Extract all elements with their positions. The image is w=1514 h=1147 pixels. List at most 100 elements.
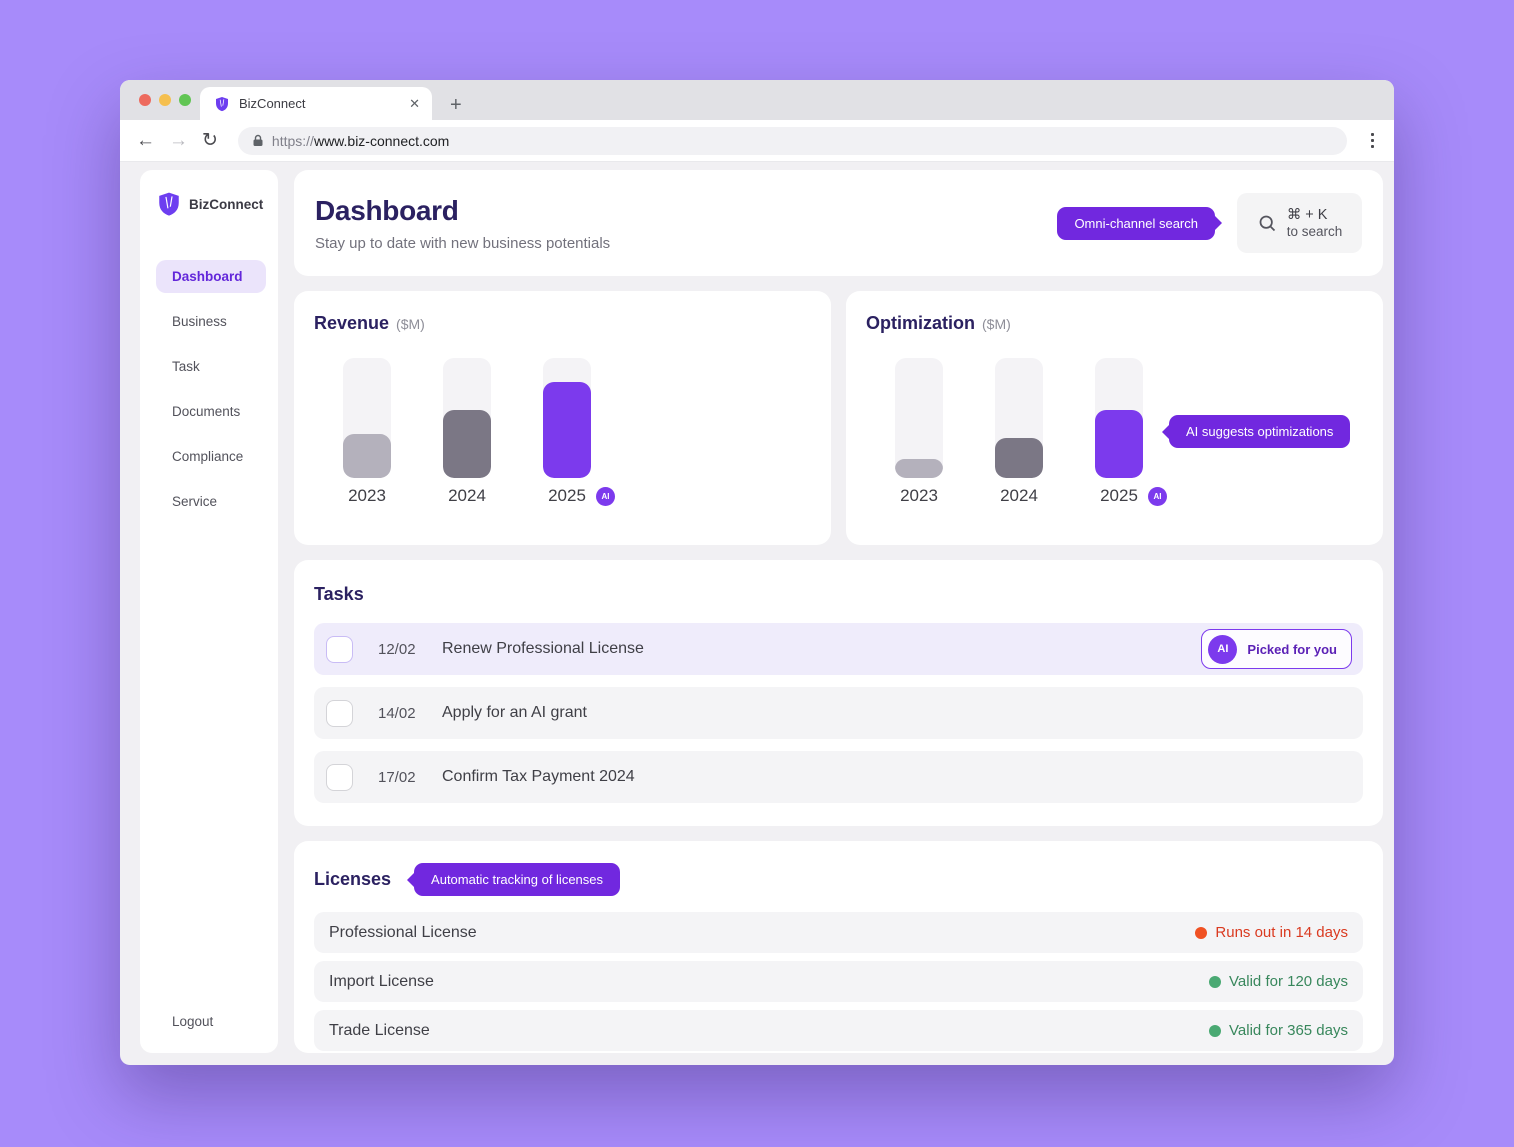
search-hint: to search bbox=[1286, 224, 1343, 239]
search-button[interactable]: ⌘ + K to search bbox=[1237, 193, 1362, 253]
license-status: Valid for 365 days bbox=[1209, 1022, 1348, 1039]
optimization-bar-2023: 2023 bbox=[895, 358, 943, 506]
browser-menu-icon[interactable] bbox=[1367, 129, 1378, 152]
task-row: 14/02 Apply for an AI grant bbox=[314, 687, 1363, 739]
search-shortcut-text: ⌘ + K to search bbox=[1287, 207, 1343, 239]
revenue-bar-2025: 2025 AI bbox=[543, 358, 615, 506]
window-minimize-button[interactable] bbox=[159, 94, 171, 106]
browser-navbar: ← → ↻ https://www.biz-connect.com bbox=[120, 120, 1394, 162]
licenses-title: Licenses bbox=[314, 869, 392, 889]
window-maximize-button[interactable] bbox=[179, 94, 191, 106]
license-status-text: Runs out in 14 days bbox=[1215, 924, 1348, 941]
task-title: Confirm Tax Payment 2024 bbox=[442, 768, 635, 785]
optimization-bar-fill-2023 bbox=[895, 458, 943, 478]
browser-window: BizConnect ✕ + ← → ↻ https://www.biz-con… bbox=[120, 80, 1394, 1065]
page-header-text: Dashboard Stay up to date with new busin… bbox=[315, 195, 610, 252]
revenue-bar-2023: 2023 bbox=[343, 358, 391, 506]
licenses-tooltip: Automatic tracking of licenses bbox=[414, 863, 621, 896]
sidebar: BizConnect Dashboard Business Task Docum… bbox=[140, 170, 278, 1053]
brand: BizConnect bbox=[156, 190, 266, 218]
optimization-title-row: Optimization ($M) bbox=[866, 313, 1363, 334]
page-header-card: Dashboard Stay up to date with new busin… bbox=[294, 170, 1383, 276]
lock-icon bbox=[253, 134, 263, 146]
url-host: www.biz-connect.com bbox=[313, 132, 450, 149]
task-date: 12/02 bbox=[378, 640, 416, 658]
status-dot-icon bbox=[1209, 1024, 1222, 1037]
revenue-title-row: Revenue ($M) bbox=[314, 313, 811, 334]
revenue-bars: 2023 2024 2025 AI bbox=[343, 358, 811, 506]
tab-title: BizConnect bbox=[239, 96, 306, 111]
revenue-title: Revenue bbox=[314, 313, 390, 333]
revenue-bar-label-2025: 2025 AI bbox=[543, 486, 615, 506]
revenue-bar-fill-2025 bbox=[543, 382, 591, 478]
picked-for-you-badge[interactable]: AI Picked for you bbox=[1201, 629, 1352, 669]
search-shortcut: ⌘ + K bbox=[1286, 207, 1328, 223]
page-subtitle: Stay up to date with new business potent… bbox=[315, 234, 611, 252]
task-checkbox[interactable] bbox=[326, 635, 353, 663]
ai-badge-icon: AI bbox=[596, 487, 615, 506]
brand-name: BizConnect bbox=[189, 196, 264, 212]
sidebar-item-compliance[interactable]: Compliance bbox=[172, 449, 244, 464]
task-title: Apply for an AI grant bbox=[442, 704, 587, 721]
tab-close-icon[interactable]: ✕ bbox=[409, 95, 420, 111]
task-date: 14/02 bbox=[378, 704, 416, 722]
optimization-card: Optimization ($M) 2023 2024 bbox=[846, 291, 1383, 545]
browser-titlebar: BizConnect ✕ + bbox=[120, 80, 1394, 120]
optimization-bar-label-2024: 2024 bbox=[1000, 486, 1038, 505]
revenue-bar-2024: 2024 bbox=[443, 358, 491, 506]
optimization-bar-label-2023: 2023 bbox=[900, 486, 938, 505]
status-dot-icon bbox=[1195, 926, 1208, 939]
license-list: Professional License Runs out in 14 days… bbox=[314, 912, 1363, 1051]
search-tooltip: Omni-channel search bbox=[1057, 206, 1215, 240]
main-column: Dashboard Stay up to date with new busin… bbox=[294, 170, 1383, 1053]
window-close-button[interactable] bbox=[139, 94, 151, 106]
brand-shield-icon bbox=[159, 192, 179, 216]
sidebar-item-task[interactable]: Task bbox=[172, 359, 200, 374]
tasks-card: Tasks 12/02 Renew Professional License A… bbox=[294, 560, 1383, 826]
sidebar-item-documents[interactable]: Documents bbox=[172, 404, 241, 419]
reload-icon[interactable]: ↻ bbox=[202, 130, 218, 151]
status-dot-icon bbox=[1209, 975, 1222, 988]
license-name: Professional License bbox=[329, 923, 477, 941]
license-status-text: Valid for 120 days bbox=[1229, 973, 1348, 990]
revenue-bar-fill-2023 bbox=[343, 433, 391, 478]
optimization-tooltip: AI suggests optimizations bbox=[1169, 415, 1351, 448]
task-date: 17/02 bbox=[378, 768, 416, 786]
optimization-title: Optimization bbox=[866, 313, 975, 333]
revenue-bar-label-2023: 2023 bbox=[348, 486, 386, 505]
task-row: 12/02 Renew Professional License AI Pick… bbox=[314, 623, 1363, 675]
back-icon[interactable]: ← bbox=[136, 129, 155, 151]
task-list: 12/02 Renew Professional License AI Pick… bbox=[314, 623, 1363, 803]
logout-button[interactable]: Logout bbox=[172, 1014, 214, 1029]
new-tab-button[interactable]: + bbox=[450, 94, 462, 116]
revenue-card: Revenue ($M) 2023 2024 bbox=[294, 291, 831, 545]
optimization-bar-fill-2024 bbox=[995, 438, 1043, 478]
sidebar-item-business[interactable]: Business bbox=[172, 314, 227, 329]
license-row: Professional License Runs out in 14 days bbox=[314, 912, 1363, 953]
page-title: Dashboard bbox=[315, 194, 459, 226]
license-status-text: Valid for 365 days bbox=[1229, 1022, 1348, 1039]
license-row: Trade License Valid for 365 days bbox=[314, 1010, 1363, 1051]
forward-icon[interactable]: → bbox=[169, 129, 188, 151]
header-right: Omni-channel search ⌘ + K to search bbox=[1057, 193, 1362, 253]
favicon-shield-icon bbox=[216, 96, 228, 111]
license-row: Import License Valid for 120 days bbox=[314, 961, 1363, 1002]
license-status: Runs out in 14 days bbox=[1195, 924, 1348, 941]
license-status: Valid for 120 days bbox=[1209, 973, 1348, 990]
ai-badge-icon: AI bbox=[1148, 487, 1167, 506]
window-controls bbox=[139, 94, 191, 106]
task-checkbox[interactable] bbox=[326, 699, 353, 727]
task-checkbox[interactable] bbox=[326, 763, 353, 791]
url-protocol: https:// bbox=[271, 132, 314, 149]
task-title: Renew Professional License bbox=[442, 640, 644, 657]
revenue-bar-label-2024: 2024 bbox=[448, 486, 486, 505]
licenses-card: Licenses Automatic tracking of licenses … bbox=[294, 841, 1383, 1053]
sidebar-item-dashboard[interactable]: Dashboard bbox=[156, 260, 266, 293]
url-text: https://www.biz-connect.com bbox=[272, 133, 449, 149]
optimization-bar-fill-2025 bbox=[1095, 409, 1143, 478]
browser-tab[interactable]: BizConnect ✕ bbox=[200, 87, 432, 120]
sidebar-item-service[interactable]: Service bbox=[172, 494, 218, 509]
picked-for-you-label: Picked for you bbox=[1247, 641, 1337, 657]
task-row: 17/02 Confirm Tax Payment 2024 bbox=[314, 751, 1363, 803]
url-bar[interactable]: https://www.biz-connect.com bbox=[237, 126, 1347, 155]
